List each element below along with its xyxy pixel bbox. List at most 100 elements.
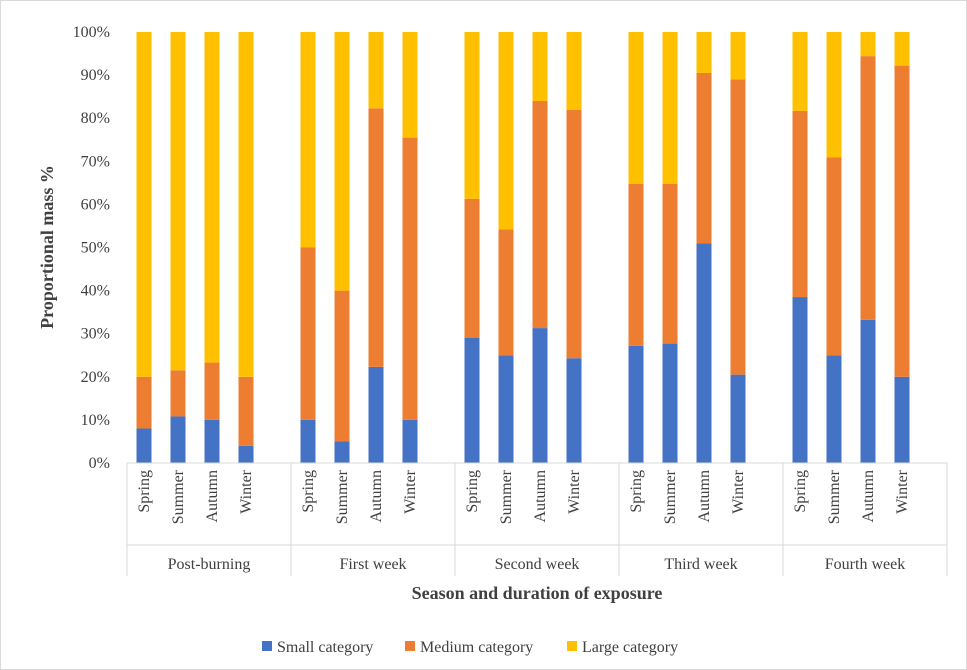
legend-label: Small category	[277, 639, 373, 656]
bar-segment-medium-category	[498, 229, 514, 356]
x-tick-label: Spring	[464, 470, 481, 513]
bar-segment-large-category	[566, 32, 582, 111]
bar-segment-large-category	[730, 32, 746, 80]
legend-label: Medium category	[420, 639, 533, 656]
x-tick-label: Autumn	[860, 470, 877, 522]
bar-segment-large-category	[464, 32, 480, 199]
bar-segment-medium-category	[532, 100, 548, 329]
x-tick-label: Autumn	[204, 470, 221, 522]
x-tick-label: Winter	[566, 469, 583, 513]
bar-segment-small-category	[464, 338, 480, 463]
bar-segment-small-category	[300, 419, 316, 463]
bar-segment-large-category	[334, 32, 350, 291]
legend-label: Large category	[582, 639, 678, 656]
bar-segment-large-category	[826, 32, 842, 158]
bar-segment-small-category	[826, 355, 842, 463]
bar-segment-medium-category	[136, 376, 152, 429]
bar-segment-large-category	[136, 32, 152, 377]
bar-segment-medium-category	[402, 137, 418, 420]
y-tick-label: 40%	[81, 283, 110, 300]
x-tick-label: Summer	[498, 469, 515, 524]
bar-segment-medium-category	[238, 376, 254, 446]
bar-segment-medium-category	[662, 183, 678, 344]
y-tick-label: 20%	[81, 369, 110, 386]
bar-segment-small-category	[498, 355, 514, 463]
bar-segment-small-category	[566, 358, 582, 463]
bar-segment-large-category	[368, 32, 384, 109]
y-tick-label: 70%	[81, 153, 110, 170]
x-tick-label: Winter	[894, 469, 911, 513]
bar-segment-medium-category	[860, 56, 876, 320]
bar-segment-medium-category	[696, 72, 712, 244]
bar-segment-small-category	[402, 419, 418, 463]
x-axis: Spring Summer Autumn Winter Post-burning Spri…	[126, 462, 948, 576]
bar-segment-large-category	[628, 32, 644, 184]
bar-segment-small-category	[170, 416, 186, 463]
y-tick-label: 10%	[81, 412, 110, 429]
x-group-label: Post-burning	[168, 556, 251, 573]
legend: Small category Medium category Large categ…	[262, 639, 678, 656]
bar-segment-small-category	[238, 445, 254, 463]
x-tick-label: Autumn	[368, 470, 385, 522]
bar-segment-medium-category	[792, 110, 808, 298]
bar-segment-medium-category	[566, 110, 582, 359]
bar-segment-large-category	[532, 32, 548, 101]
bar-segment-large-category	[300, 32, 316, 248]
x-tick-label: Spring	[792, 470, 809, 513]
bar-segment-small-category	[368, 366, 384, 463]
bar-segment-medium-category	[628, 183, 644, 346]
bar-segment-large-category	[860, 32, 876, 57]
x-axis-title: Season and duration of exposure	[412, 583, 663, 603]
bar-segment-small-category	[628, 345, 644, 463]
legend-swatch	[405, 641, 415, 651]
bar-segment-medium-category	[730, 79, 746, 375]
x-tick-label: Summer	[334, 469, 351, 524]
bars	[136, 32, 910, 463]
bar-segment-medium-category	[464, 198, 480, 339]
bar-segment-large-category	[696, 32, 712, 73]
bar-segment-large-category	[662, 32, 678, 184]
y-tick-label: 60%	[81, 196, 110, 213]
x-tick-label: Winter	[238, 469, 255, 513]
bar-segment-small-category	[730, 374, 746, 463]
x-tick-label: Winter	[402, 469, 419, 513]
bar-segment-medium-category	[826, 157, 842, 356]
bar-segment-small-category	[532, 328, 548, 463]
bar-segment-large-category	[792, 32, 808, 111]
x-group-label: First week	[339, 556, 406, 573]
y-tick-label: 100%	[73, 24, 110, 41]
bar-segment-small-category	[894, 376, 910, 463]
bar-segment-large-category	[894, 32, 910, 66]
x-group-label: Second week	[495, 556, 580, 573]
bar-segment-large-category	[238, 32, 254, 377]
x-tick-label: Summer	[662, 469, 679, 524]
y-tick-label: 50%	[81, 240, 110, 257]
bar-segment-medium-category	[204, 362, 220, 420]
bar-segment-large-category	[402, 32, 418, 138]
y-axis-title: Proportional mass %	[37, 165, 57, 329]
bar-segment-medium-category	[334, 290, 350, 442]
legend-swatch	[567, 641, 577, 651]
bar-segment-large-category	[498, 32, 514, 230]
bar-segment-small-category	[792, 297, 808, 463]
bar-segment-medium-category	[300, 247, 316, 420]
x-tick-label: Summer	[826, 469, 843, 524]
y-tick-label: 80%	[81, 110, 110, 127]
y-tick-label: 30%	[81, 326, 110, 343]
bar-segment-large-category	[204, 32, 220, 363]
x-group-label: Third week	[664, 556, 737, 573]
bar-segment-small-category	[662, 343, 678, 463]
y-tick-label: 0%	[89, 455, 110, 472]
x-tick-label: Autumn	[696, 470, 713, 522]
y-tick-label: 90%	[81, 67, 110, 84]
bar-segment-large-category	[170, 32, 186, 371]
bar-segment-small-category	[696, 243, 712, 463]
x-tick-label: Spring	[300, 470, 317, 513]
legend-swatch	[262, 641, 272, 651]
bar-segment-medium-category	[368, 108, 384, 367]
bar-segment-small-category	[204, 419, 220, 463]
bar-segment-medium-category	[894, 65, 910, 377]
x-group-label: Fourth week	[825, 556, 905, 573]
x-tick-label: Winter	[730, 469, 747, 513]
